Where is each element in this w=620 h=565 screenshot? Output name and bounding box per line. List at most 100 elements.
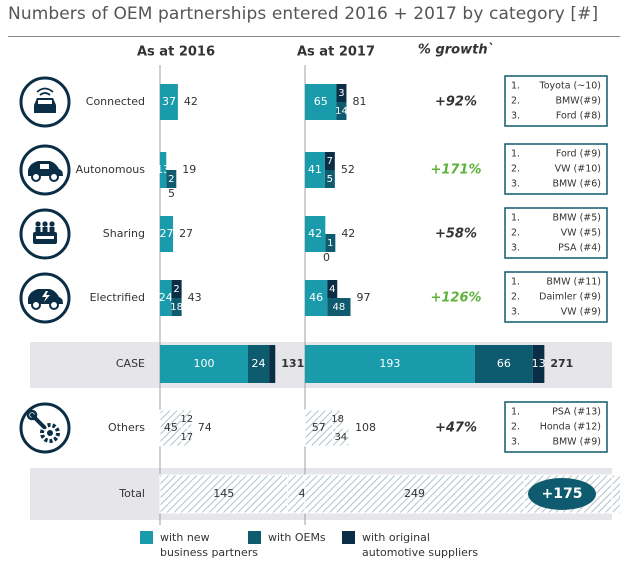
- row-others-y2016-label-2: 12: [180, 414, 193, 425]
- row-electrified-top-0: BMW (#11): [546, 277, 601, 288]
- row-others-y2017-seg-2: [332, 409, 344, 429]
- row-electrified-y2017-seg-0: [305, 280, 328, 316]
- row-electrified-y2016-label-1: 18: [170, 302, 183, 313]
- row-case-y2017-seg-2: [532, 345, 545, 383]
- row-electrified-y2016-seg-1: [171, 298, 182, 316]
- title-divider: [8, 36, 620, 37]
- row-sharing-top-num-0: 1.: [511, 213, 520, 224]
- row-connected-total2017: 81: [352, 95, 366, 108]
- row-connected-y2017-label-0: 65: [314, 95, 328, 108]
- row-electrified-y2017-label-1: 48: [333, 302, 346, 313]
- row-autonomous-extra-2016: 5: [168, 187, 175, 200]
- row-autonomous-top-1: VW (#10): [555, 164, 601, 175]
- row-sharing-top-num-2: 3.: [511, 243, 520, 254]
- row-others-label: Others: [108, 421, 145, 434]
- row-case-y2017-seg-1: [474, 345, 533, 383]
- row-connected-top-0: Toyota (~10): [539, 81, 601, 92]
- row-autonomous-y2016-label-1: 2: [168, 174, 174, 185]
- row-case-y2016-seg-2: [269, 345, 276, 383]
- row-electrified-growth: +126%: [430, 291, 481, 306]
- row-electrified-y2017-label-0: 46: [309, 291, 323, 304]
- row-electrified-top-num-0: 1.: [511, 277, 520, 288]
- row-others-y2017-label-2: 18: [331, 414, 344, 425]
- row-connected-y2016-label-0: 37: [162, 95, 176, 108]
- row-electrified-y2017-label-2: 4: [329, 284, 335, 295]
- row-sharing-y2017-label-1: 1: [327, 238, 333, 249]
- row-electrified-y2017-seg-1: [327, 298, 351, 316]
- row-sharing-top-num-1: 2.: [511, 228, 520, 239]
- row-others-top-0: PSA (#13): [552, 407, 601, 418]
- row-others-y2016-label-0: 45: [164, 421, 178, 434]
- row-others-top-num-2: 3.: [511, 437, 520, 448]
- row-case-total2017: 271: [550, 357, 573, 370]
- row-autonomous-y2017-label-0: 41: [308, 163, 322, 176]
- row-connected-y2017-label-2: 3: [338, 88, 344, 99]
- row-sharing-top-0: BMW (#5): [552, 213, 601, 224]
- row-sharing-growth: +58%: [435, 227, 477, 242]
- row-connected-top-box: [504, 75, 608, 127]
- row-total-y2017-seg-0: [304, 474, 525, 514]
- row-others-top-num-1: 2.: [511, 422, 520, 433]
- row-electrified-y2016-seg-2: [171, 280, 182, 298]
- row-sharing-top-1: VW (#5): [561, 228, 601, 239]
- legend-label-0-line2: business partners: [160, 546, 258, 559]
- legend-label-2-line2: automotive suppliers: [362, 546, 478, 559]
- car-side-icon: [19, 144, 71, 196]
- row-connected-label: Connected: [86, 95, 145, 108]
- row-total-y2016-label-0: 145: [213, 487, 234, 500]
- car-passengers-icon: [19, 208, 71, 260]
- car-front-wifi-icon: [19, 76, 71, 128]
- row-case-y2017-label-1: 66: [497, 357, 511, 370]
- row-autonomous-label: Autonomous: [76, 163, 146, 176]
- row-connected-top-num-0: 1.: [511, 81, 520, 92]
- row-total-y2017-seg-2: [611, 474, 620, 514]
- header-2016: As at 2016: [137, 45, 215, 60]
- row-sharing-y2016-seg-0: [160, 216, 174, 252]
- row-sharing-top-box: [504, 207, 608, 259]
- row-electrified-total2016: 43: [188, 291, 202, 304]
- row-others-top-1: Honda (#12): [540, 422, 601, 433]
- row-case-y2016-seg-0: [160, 345, 248, 383]
- row-connected-top-2: Ford (#8): [556, 111, 601, 122]
- header-growth: % growth`: [418, 43, 494, 58]
- row-electrified-y2016-label-0: 24: [159, 291, 173, 304]
- row-others-y2016-label-1: 17: [180, 432, 193, 443]
- row-autonomous-y2016-seg-1: [166, 170, 177, 188]
- row-connected-top-1: BMW(#9): [555, 96, 601, 107]
- row-others-top-2: BMW (#9): [552, 437, 601, 448]
- row-electrified-total2017: 97: [356, 291, 370, 304]
- row-others-total2017: 108: [355, 421, 376, 434]
- row-electrified-top-2: VW (#9): [561, 307, 601, 318]
- row-connected-y2017-label-1: 14: [335, 106, 348, 117]
- row-autonomous-y2017-label-1: 5: [327, 174, 333, 185]
- row-others-total2016: 74: [198, 421, 212, 434]
- row-autonomous-growth: +171%: [430, 163, 481, 178]
- row-total-y2017-label-0: 249: [404, 487, 425, 500]
- row-sharing-total2016: 27: [179, 227, 193, 240]
- row-connected-y2017-seg-0: [305, 84, 337, 120]
- row-electrified-y2016-label-2: 2: [173, 284, 179, 295]
- row-sharing-label: Sharing: [103, 227, 145, 240]
- row-electrified-top-box: [504, 271, 608, 323]
- row-connected-y2017-seg-1: [336, 102, 347, 120]
- row-electrified-top-num-1: 2.: [511, 292, 520, 303]
- wrench-gear-icon: [19, 402, 71, 454]
- header-2017: As at 2017: [297, 45, 375, 60]
- row-electrified-y2016-seg-0: [160, 280, 172, 316]
- row-autonomous-top-2: BMW (#6): [552, 179, 601, 190]
- row-others-y2016-seg-2: [181, 409, 193, 429]
- row-sharing-total2017: 42: [341, 227, 355, 240]
- row-connected-top-num-1: 2.: [511, 96, 520, 107]
- row-autonomous-top-num-0: 1.: [511, 149, 520, 160]
- row-case-label: CASE: [116, 357, 145, 370]
- row-case-total2016: 131: [281, 357, 304, 370]
- row-connected-y2016-seg-0: [160, 84, 178, 120]
- total-growth-badge: [528, 478, 596, 510]
- row-sharing-y2016-label-0: 27: [160, 227, 174, 240]
- total-growth: +175: [542, 486, 583, 502]
- legend-swatch-1: [248, 531, 261, 544]
- row-others-y2017-seg-0: [304, 409, 334, 447]
- row-sharing-y2017-seg-0: [305, 216, 326, 252]
- row-autonomous-top-box: [504, 143, 608, 195]
